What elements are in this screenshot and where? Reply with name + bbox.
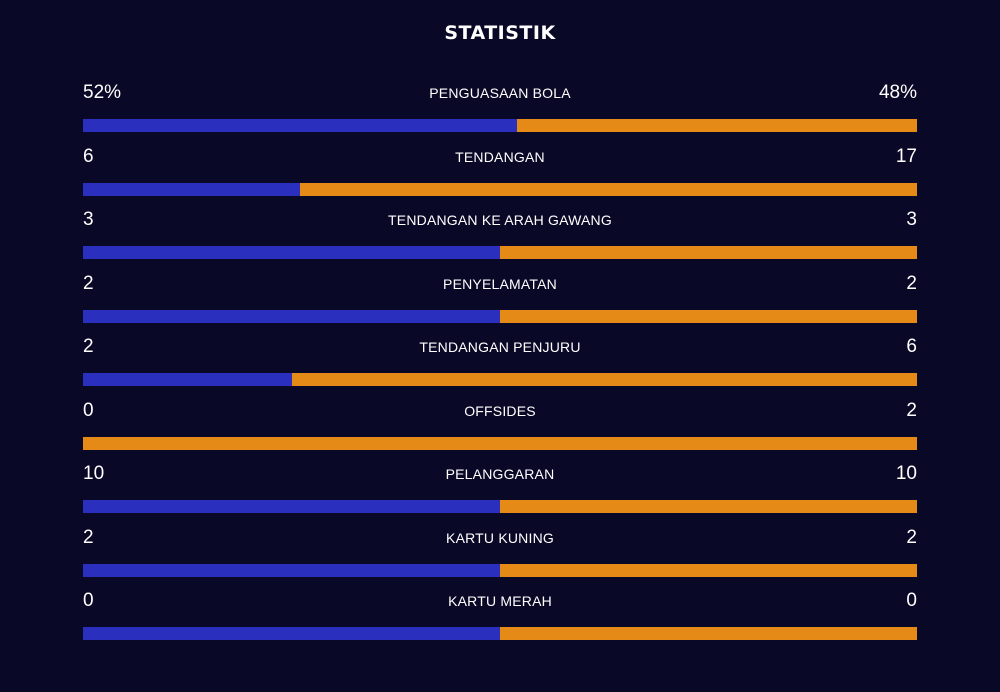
stat-values: 2 PENYELAMATAN 2	[83, 271, 917, 301]
stat-row: 2 PENYELAMATAN 2	[83, 271, 917, 335]
away-value: 2	[906, 272, 917, 294]
home-value: 2	[83, 272, 94, 294]
stat-label: PENYELAMATAN	[443, 275, 557, 292]
home-bar-segment	[83, 309, 500, 323]
stat-values: 0 KARTU MERAH 0	[83, 588, 917, 618]
stat-values: 6 TENDANGAN 17	[83, 144, 917, 174]
stats-list: 52% PENGUASAAN BOLA 48% 6 TENDANGAN 17 3 TENDAN…	[83, 80, 917, 652]
stat-row: 0 KARTU MERAH 0	[83, 588, 917, 652]
away-bar-segment	[83, 436, 917, 450]
away-bar-segment	[500, 500, 917, 513]
away-bar-segment	[291, 373, 917, 386]
stat-row: 3 TENDANGAN KE ARAH GAWANG 3	[83, 207, 917, 271]
stat-label: TENDANGAN	[455, 148, 545, 165]
stat-row: 2 KARTU KUNING 2	[83, 525, 917, 589]
away-bar-segment	[299, 182, 917, 196]
away-bar-segment	[516, 119, 917, 132]
home-bar-segment	[83, 246, 500, 259]
away-value: 3	[906, 209, 917, 230]
stat-values: 2 KARTU KUNING 2	[83, 525, 917, 555]
comparison-bar	[83, 119, 917, 132]
stat-label: OFFSIDES	[464, 402, 536, 419]
stat-label: KARTU MERAH	[448, 593, 552, 609]
stat-row: 6 TENDANGAN 17	[83, 144, 917, 208]
away-value: 17	[895, 145, 917, 167]
stat-values: 0 OFFSIDES 2	[83, 398, 917, 428]
away-bar-segment	[500, 627, 917, 640]
comparison-bar	[83, 309, 917, 323]
comparison-bar	[83, 627, 917, 640]
comparison-bar	[83, 182, 917, 196]
comparison-bar	[83, 373, 917, 386]
comparison-bar	[83, 246, 917, 259]
home-value: 3	[83, 209, 94, 230]
stat-values: 52% PENGUASAAN BOLA 48%	[83, 80, 917, 110]
stat-values: 2 TENDANGAN PENJURU 6	[83, 334, 917, 364]
stat-row: 10 PELANGGARAN 10	[83, 461, 917, 525]
home-bar-segment	[83, 563, 500, 577]
stat-label: KARTU KUNING	[446, 529, 554, 546]
home-value: 10	[83, 463, 105, 484]
comparison-bar	[83, 500, 917, 513]
away-value: 2	[906, 526, 917, 548]
home-value: 52%	[83, 82, 122, 103]
stat-values: 3 TENDANGAN KE ARAH GAWANG 3	[83, 207, 917, 237]
away-value: 10	[895, 463, 917, 484]
home-bar-segment	[83, 500, 500, 513]
home-bar-segment	[83, 182, 300, 196]
stat-label: TENDANGAN PENJURU	[419, 339, 581, 355]
home-bar-segment	[83, 119, 517, 132]
home-value: 2	[83, 526, 94, 548]
stat-row: 2 TENDANGAN PENJURU 6	[83, 334, 917, 398]
away-value: 48%	[878, 82, 917, 103]
stat-label: TENDANGAN KE ARAH GAWANG	[388, 212, 612, 228]
stat-label: PELANGGARAN	[445, 466, 555, 482]
stat-label: PENGUASAAN BOLA	[429, 85, 571, 101]
away-bar-segment	[500, 309, 917, 323]
away-value: 2	[906, 399, 917, 421]
away-value: 6	[906, 336, 917, 357]
stat-row: 52% PENGUASAAN BOLA 48%	[83, 80, 917, 144]
away-bar-segment	[500, 246, 917, 259]
home-value: 0	[83, 399, 94, 421]
home-bar-segment	[83, 373, 292, 386]
stats-title: STATISTIK	[444, 22, 556, 44]
comparison-bar	[83, 436, 917, 450]
home-value: 6	[83, 145, 94, 167]
home-value: 0	[83, 590, 94, 611]
home-value: 2	[83, 336, 94, 357]
comparison-bar	[83, 563, 917, 577]
home-bar-segment	[83, 627, 500, 640]
stat-row: 0 OFFSIDES 2	[83, 398, 917, 462]
away-value: 0	[906, 590, 917, 611]
stat-values: 10 PELANGGARAN 10	[83, 461, 917, 491]
away-bar-segment	[500, 563, 917, 577]
